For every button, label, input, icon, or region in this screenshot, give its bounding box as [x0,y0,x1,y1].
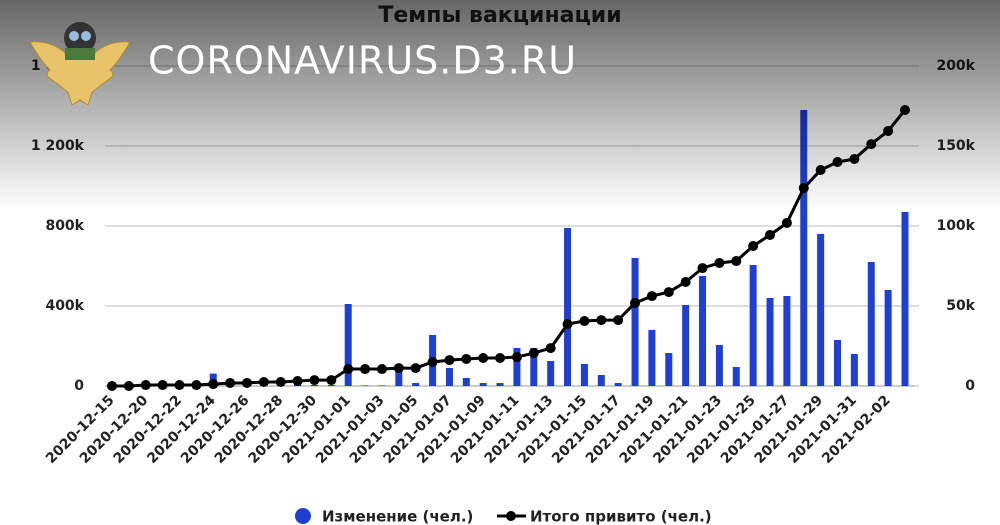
line-point [461,353,472,364]
line-point [579,316,590,327]
bar [749,265,757,386]
bar [378,385,386,386]
line-point [241,377,252,388]
bar [884,290,892,386]
line-point [714,257,725,268]
y-tick-label: 0 [74,378,84,394]
line-point [748,241,759,251]
watermark: CORONAVIRUS.D3.RU [148,39,577,83]
line-point [174,380,185,391]
line-point [123,381,134,391]
bar [412,383,420,386]
bar [395,371,403,386]
bar [327,385,335,386]
line-point [343,364,354,375]
y2-tick-label: 0 [965,378,975,394]
line-point [376,364,387,375]
line-point [309,375,320,386]
bar [597,375,605,386]
bar [580,364,588,386]
watermark-shade [0,0,1000,210]
bar [344,304,352,386]
line-point [258,377,269,387]
line-point [208,379,219,390]
bar [834,340,842,386]
line-point [410,363,421,374]
y-tick-label: 800k [45,218,84,234]
y2-tick-label: 50k [946,298,975,314]
bar [817,234,825,386]
line-point [444,355,455,366]
bar [901,212,909,386]
bar [699,276,707,386]
line-point [545,343,556,354]
bar [850,354,858,386]
y-tick-label: 400k [45,298,84,314]
line-point [157,380,168,391]
line-point [562,319,573,330]
bar [766,298,774,386]
line-point [613,315,624,326]
line-point [275,377,286,387]
bar [732,367,740,386]
bar [715,345,723,386]
line-point [511,352,522,363]
legend-label: Итого привито (чел.) [530,508,712,525]
bar [682,305,690,386]
bar [783,296,791,386]
line-point [495,353,506,363]
line-point [107,381,117,391]
bar [479,383,487,386]
line-point [292,376,303,387]
bar [665,353,673,386]
line-point [191,380,202,391]
line-point [646,291,657,302]
bar [310,385,318,386]
line-point [731,256,742,267]
line-point [765,229,776,240]
line-point [630,297,641,308]
bar [445,368,453,386]
line-point [326,375,337,386]
logo [29,22,131,106]
bar [867,262,875,386]
legend: Изменение (чел.) Итого привито (чел.) [295,508,712,525]
line-point [478,353,489,363]
legend-swatch [506,511,516,521]
legend-label: Изменение (чел.) [322,508,473,525]
line-point [140,380,151,391]
bar [800,110,808,386]
line-point [360,364,371,375]
bar [530,348,538,386]
chart-title: Темпы вакцинации [378,3,621,28]
line-point [663,287,674,298]
line-point [680,277,691,287]
line-point [528,348,539,359]
legend-swatch [295,508,311,524]
bar [462,378,470,386]
bar [496,383,504,386]
bar [614,383,622,386]
line-point [781,217,792,228]
line-point [427,357,438,367]
bar [361,385,369,386]
bar [547,361,555,386]
bar [564,228,572,386]
line-point [393,363,404,374]
line-point [697,263,708,274]
bar [648,330,656,386]
line-point [596,315,607,326]
bar [631,258,639,386]
y2-tick-label: 100k [936,218,975,234]
bar [513,348,521,386]
line-point [225,377,236,388]
